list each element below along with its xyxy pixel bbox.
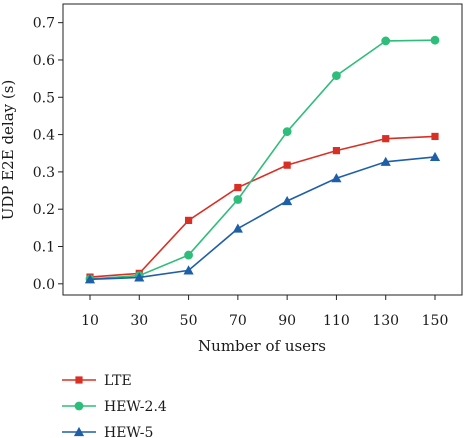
- legend-item: HEW-2.4: [62, 399, 167, 415]
- x-tick-label: 150: [422, 313, 449, 329]
- legend-item: HEW-5: [62, 425, 153, 438]
- y-tick-label: 0.0: [33, 277, 55, 293]
- y-axis: 0.0 0.1 0.2 0.3 0.4 0.5 0.6 0.7: [33, 16, 63, 293]
- x-axis: 10 30 50 70 90 110 130 150: [81, 295, 448, 329]
- x-tick-label: 90: [278, 313, 296, 329]
- x-tick-label: 50: [180, 313, 198, 329]
- series-line: [89, 156, 436, 281]
- data-point: [282, 195, 293, 206]
- legend: LTE HEW-2.4 HEW-5: [62, 373, 167, 438]
- series-hew-2-4: [85, 35, 440, 284]
- data-point: [183, 265, 194, 275]
- y-tick-label: 0.7: [33, 16, 55, 32]
- legend-marker: [73, 426, 85, 437]
- y-tick-label: 0.6: [33, 53, 55, 69]
- data-point: [232, 223, 243, 233]
- series-hew-5: [84, 151, 441, 284]
- x-tick-label: 70: [229, 313, 247, 329]
- y-tick-label: 0.5: [33, 90, 55, 106]
- series-layer: [84, 35, 441, 284]
- data-point: [431, 132, 439, 141]
- data-point: [381, 36, 391, 46]
- y-axis-label: UDP E2E delay (s): [0, 80, 17, 221]
- data-point: [331, 173, 342, 183]
- data-point: [283, 161, 291, 169]
- data-point: [233, 195, 243, 204]
- data-point: [430, 35, 440, 45]
- data-point: [282, 127, 292, 136]
- y-tick-label: 0.4: [33, 128, 55, 144]
- data-point: [382, 135, 390, 143]
- series-line: [89, 39, 436, 280]
- y-tick-label: 0.1: [33, 240, 55, 256]
- data-point: [332, 147, 341, 155]
- data-point: [234, 183, 242, 192]
- data-point: [184, 250, 193, 260]
- data-point: [380, 156, 391, 166]
- data-point: [429, 151, 441, 162]
- x-tick-label: 130: [372, 313, 399, 329]
- data-point: [84, 274, 96, 284]
- legend-marker: [75, 376, 83, 384]
- data-point: [184, 216, 193, 224]
- x-tick-label: 30: [130, 313, 148, 329]
- legend-item: LTE: [62, 373, 132, 389]
- x-tick-label: 110: [323, 313, 350, 329]
- legend-label: LTE: [104, 373, 132, 389]
- series-lte: [86, 132, 439, 281]
- series-line: [89, 135, 436, 278]
- data-point: [332, 71, 341, 81]
- plot-area: [62, 3, 463, 296]
- legend-label: HEW-5: [104, 425, 153, 438]
- y-tick-label: 0.3: [33, 165, 55, 181]
- x-tick-label: 10: [81, 313, 99, 329]
- legend-label: HEW-2.4: [104, 399, 167, 415]
- y-tick-label: 0.2: [33, 202, 55, 218]
- plot-frame: [62, 3, 463, 296]
- data-point: [134, 272, 145, 282]
- x-axis-label: Number of users: [198, 337, 326, 355]
- legend-marker: [74, 401, 84, 411]
